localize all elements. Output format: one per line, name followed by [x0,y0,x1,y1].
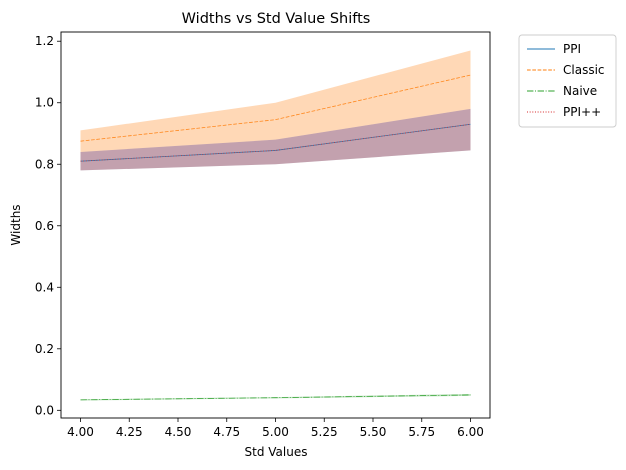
x-tick-label: 5.25 [311,425,338,439]
legend-label-ppi: PPI [563,42,581,56]
x-tick-label: 5.75 [408,425,435,439]
chart-title: Widths vs Std Value Shifts [182,11,371,27]
line-ppiplusplus [80,123,471,162]
x-tick-label: 4.75 [213,425,240,439]
line-classic [80,74,471,142]
band-ppiplusplus [80,108,471,171]
line-naive [80,394,471,401]
band-classic [80,50,471,152]
x-tick-label: 4.00 [67,425,94,439]
series-lines [80,74,471,401]
y-axis-label: Widths [9,204,23,245]
legend-label-naive: Naive [563,84,597,98]
legend-label-classic: Classic [563,63,605,77]
y-tick-label: 0.2 [35,342,54,356]
legend-frame [518,34,617,128]
y-tick-label: 1.2 [35,34,54,48]
y-axis-ticks: 0.0 0.2 0.4 0.6 0.8 1.0 1.2 [35,34,61,417]
x-axis-label: Std Values [245,445,308,459]
x-axis-ticks: 4.00 4.25 4.50 4.75 5.00 5.25 5.50 5.75 6.00 [67,418,484,439]
x-tick-label: 5.50 [360,425,387,439]
y-tick-label: 0.8 [35,157,54,171]
x-tick-label: 4.50 [165,425,192,439]
y-tick-label: 0.6 [35,219,54,233]
y-tick-label: 0.0 [35,403,54,417]
x-tick-label: 4.25 [116,425,143,439]
legend: PPI Classic Naive PPI++ [518,34,617,128]
y-tick-label: 1.0 [35,96,54,110]
x-tick-label: 6.00 [457,425,484,439]
x-tick-label: 5.00 [262,425,289,439]
legend-label-ppiplusplus: PPI++ [563,105,601,119]
y-tick-label: 0.4 [35,280,54,294]
confidence-bands [80,50,471,401]
band-ppi [80,108,471,171]
